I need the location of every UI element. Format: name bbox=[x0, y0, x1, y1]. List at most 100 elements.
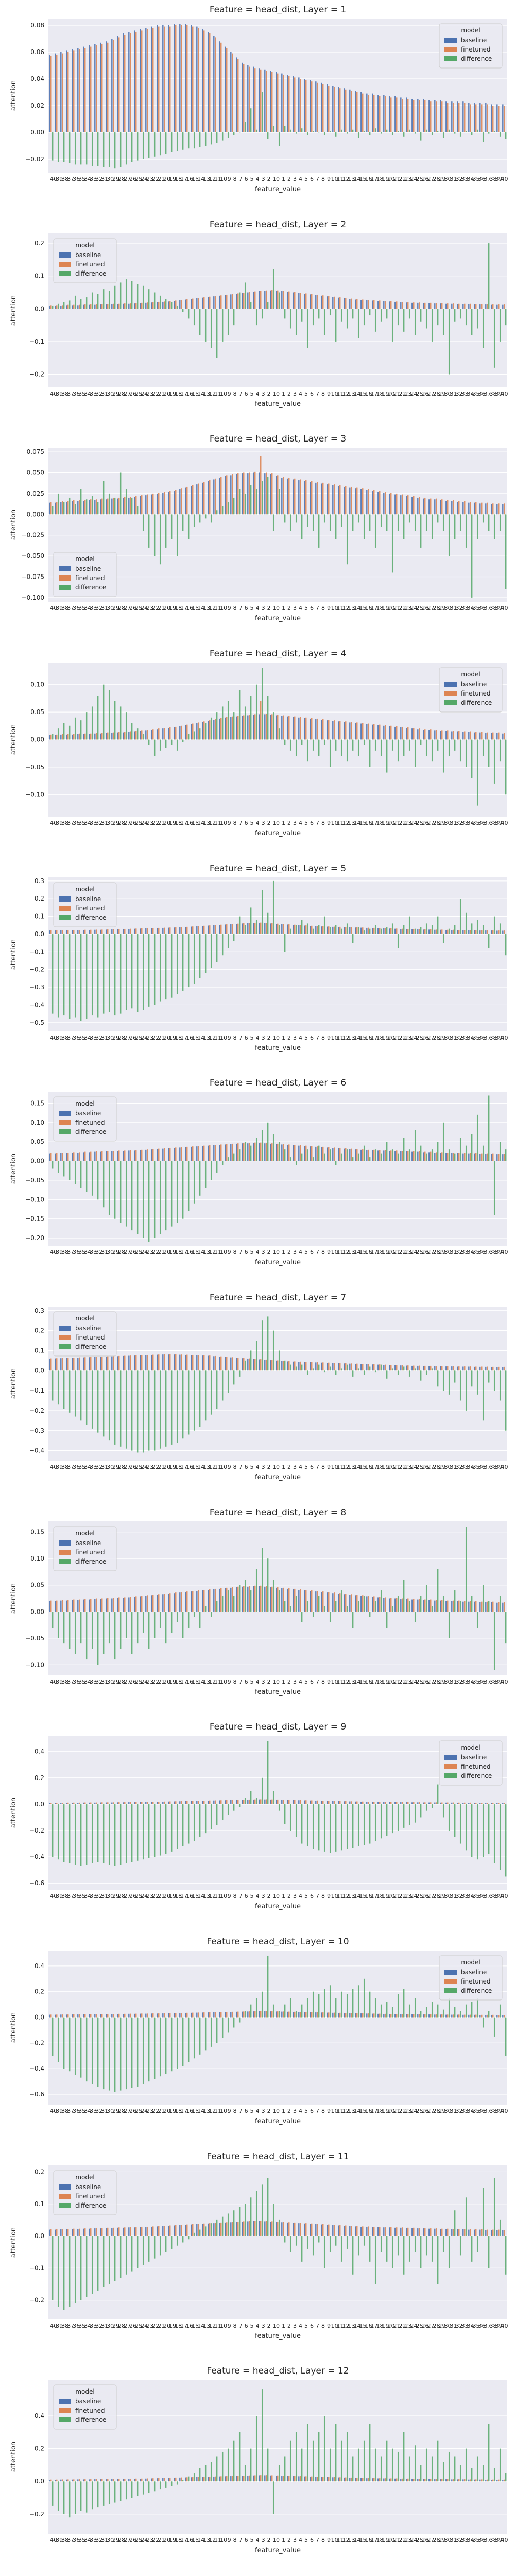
bar-finetuned bbox=[175, 2478, 177, 2482]
bar-finetuned bbox=[220, 42, 222, 132]
bar-difference bbox=[91, 1370, 93, 1429]
bar-difference bbox=[261, 889, 263, 934]
bar-difference bbox=[352, 1370, 354, 1377]
bar-difference bbox=[267, 477, 269, 515]
bar-finetuned bbox=[430, 302, 432, 309]
bar-difference bbox=[352, 2456, 354, 2482]
x-tick-label: −18 bbox=[170, 1249, 182, 1256]
x-tick-label: −14 bbox=[193, 2108, 204, 2114]
bar-finetuned bbox=[147, 2226, 148, 2236]
x-tick-label: −6 bbox=[239, 1893, 248, 1900]
bar-finetuned bbox=[413, 2479, 415, 2482]
bar-finetuned bbox=[458, 2479, 460, 2482]
bar-finetuned bbox=[135, 1150, 137, 1161]
bar-baseline bbox=[360, 1150, 362, 1161]
bar-finetuned bbox=[130, 1150, 131, 1161]
bar-difference bbox=[442, 2462, 444, 2482]
bar-difference bbox=[442, 1370, 444, 1391]
bar-finetuned bbox=[345, 486, 347, 515]
bar-baseline bbox=[208, 925, 209, 934]
bar-baseline bbox=[111, 929, 113, 934]
bar-baseline bbox=[440, 1366, 441, 1371]
bar-baseline bbox=[168, 927, 169, 934]
bar-baseline bbox=[485, 2229, 487, 2236]
x-tick-label: 37 bbox=[484, 1035, 491, 1041]
x-tick-label: −11 bbox=[210, 2108, 221, 2114]
bar-difference bbox=[340, 129, 342, 132]
bar-finetuned bbox=[209, 296, 211, 309]
x-tick-label: 33 bbox=[461, 1249, 469, 1256]
bar-difference bbox=[57, 1161, 59, 1173]
bar-baseline bbox=[117, 36, 118, 132]
x-tick-label: 13 bbox=[348, 1679, 355, 1685]
bar-difference bbox=[363, 131, 365, 132]
x-tick-label: −10 bbox=[215, 820, 227, 826]
x-tick-label: 28 bbox=[433, 605, 440, 612]
x-tick-label: 30 bbox=[444, 605, 452, 612]
x-tick-label: 24 bbox=[410, 2537, 418, 2544]
bar-difference bbox=[102, 1370, 105, 1437]
bar-difference bbox=[85, 1370, 88, 1425]
bar-baseline bbox=[383, 1802, 385, 1805]
x-tick-label: 39 bbox=[495, 176, 503, 182]
bar-baseline bbox=[196, 723, 198, 740]
legend-swatch bbox=[59, 575, 71, 581]
bar-difference bbox=[52, 506, 54, 515]
bar-baseline bbox=[264, 473, 266, 515]
bar-baseline bbox=[321, 926, 322, 934]
bar-baseline bbox=[327, 84, 328, 132]
bar-finetuned bbox=[322, 2477, 324, 2482]
bar-baseline bbox=[383, 928, 385, 934]
bar-baseline bbox=[281, 1588, 283, 1612]
x-tick-label: −19 bbox=[164, 1679, 176, 1685]
x-tick-label: 4 bbox=[299, 2537, 302, 2544]
x-tick-label: 25 bbox=[416, 1035, 423, 1041]
bar-baseline bbox=[349, 1594, 351, 1612]
bar-difference bbox=[340, 2441, 342, 2482]
x-axis-label: feature_value bbox=[255, 1688, 301, 1696]
legend-swatch bbox=[59, 270, 71, 276]
bar-finetuned bbox=[368, 1150, 369, 1161]
x-tick-label: 4 bbox=[299, 2323, 302, 2329]
bar-difference bbox=[255, 684, 258, 740]
x-tick-label: 20 bbox=[388, 1464, 395, 1470]
bar-finetuned bbox=[79, 1152, 80, 1161]
bar-baseline bbox=[174, 1354, 175, 1371]
bar-difference bbox=[318, 308, 320, 319]
bar-finetuned bbox=[169, 1354, 171, 1371]
legend-title: model bbox=[461, 27, 480, 34]
bar-difference bbox=[267, 696, 269, 740]
bar-baseline bbox=[94, 1599, 96, 1612]
bar-difference bbox=[250, 2197, 252, 2236]
bar-difference bbox=[210, 717, 212, 740]
x-tick-label: 6 bbox=[310, 2323, 314, 2329]
x-tick-label: 2 bbox=[287, 391, 291, 397]
bar-finetuned bbox=[118, 732, 120, 740]
legend-swatch bbox=[59, 585, 71, 590]
bar-finetuned bbox=[101, 1598, 103, 1612]
x-tick-label: −32 bbox=[91, 1893, 102, 1900]
x-tick-label: −24 bbox=[136, 391, 148, 397]
bar-finetuned bbox=[254, 1142, 256, 1161]
x-tick-label: 26 bbox=[422, 1464, 429, 1470]
bar-finetuned bbox=[334, 87, 335, 132]
bar-finetuned bbox=[113, 498, 114, 515]
x-tick-label: −23 bbox=[142, 2108, 153, 2114]
bar-finetuned bbox=[73, 929, 75, 934]
bar-finetuned bbox=[130, 2227, 131, 2236]
x-tick-label: 11 bbox=[337, 2537, 344, 2544]
bar-difference bbox=[471, 514, 473, 598]
bar-baseline bbox=[49, 55, 50, 132]
bar-finetuned bbox=[101, 2479, 103, 2482]
bar-baseline bbox=[100, 929, 101, 934]
x-tick-label: 23 bbox=[405, 2537, 412, 2544]
bar-difference bbox=[374, 1804, 376, 1841]
bar-difference bbox=[289, 514, 291, 531]
x-tick-label: 31 bbox=[450, 1249, 457, 1256]
bar-finetuned bbox=[84, 1151, 86, 1161]
x-tick-label: −5 bbox=[245, 2108, 253, 2114]
x-tick-label: −16 bbox=[181, 1249, 193, 1256]
bar-baseline bbox=[276, 923, 277, 934]
bar-baseline bbox=[327, 1801, 328, 1805]
x-tick-label: 1 bbox=[282, 1679, 285, 1685]
